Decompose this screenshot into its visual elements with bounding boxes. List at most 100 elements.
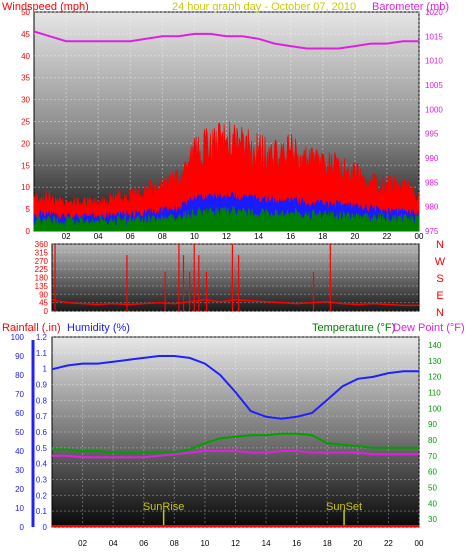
temperature-tick-label: 70 xyxy=(428,452,437,461)
temperature-tick-label: 30 xyxy=(428,515,437,524)
rainfall-tick-label: 0.4 xyxy=(36,460,48,469)
temperature-tick-label: 140 xyxy=(428,341,442,350)
barometer-tick-label: 975 xyxy=(425,227,439,236)
temperature-tick-label: 50 xyxy=(428,483,437,492)
humidity-tick-label: 60 xyxy=(15,409,24,418)
x-tick-label: 06 xyxy=(126,232,135,241)
x-tick-label: 08 xyxy=(158,232,167,241)
x-tick-label: 16 xyxy=(286,232,295,241)
rainfall-axis: 0 0.1 0.2 0.3 0.4 0.5 0.6 0.7 0.8 0.9 1 1.1 1.2 xyxy=(36,333,48,532)
temperature-tick-label: 130 xyxy=(428,357,442,366)
x-tick-label: 10 xyxy=(190,232,199,241)
series-humidity-line xyxy=(51,355,419,420)
x-tick-label: 14 xyxy=(254,232,263,241)
barometer-title: Barometer (mb) xyxy=(372,1,449,13)
direction-tick-label: 180 xyxy=(35,274,49,283)
sun-marker-label: SunSet xyxy=(326,501,362,513)
x-tick-label: 06 xyxy=(139,539,148,548)
humidity-tick-label: 70 xyxy=(15,390,24,399)
series-temperature-line xyxy=(52,432,419,454)
rainfall-tick-label: 1.1 xyxy=(36,349,48,358)
rainfall-title: Rainfall (.in) xyxy=(2,322,61,334)
x-tick-label: 04 xyxy=(109,539,118,548)
windspeed-title: Windspeed (mph) xyxy=(2,1,89,13)
temperature-tick-label: 120 xyxy=(428,373,442,382)
rainfall-tick-label: 0 xyxy=(43,523,48,532)
sun-marker-label: SunRise xyxy=(143,501,185,513)
temp-panel-background xyxy=(51,336,420,528)
x-tick-label: 16 xyxy=(292,539,301,548)
rainfall-tick-label: 1 xyxy=(43,365,48,374)
series-wind-direction-line xyxy=(51,299,419,307)
x-tick-label: 20 xyxy=(353,539,362,548)
rainfall-tick-label: 1.2 xyxy=(36,333,48,342)
barometer-tick-label: 1015 xyxy=(425,32,443,41)
rainfall-tick-label: 0.9 xyxy=(36,381,48,390)
rainfall-tick-label: 0.7 xyxy=(36,412,48,421)
temperature-tick-label: 90 xyxy=(428,420,437,429)
direction-tick-label: 225 xyxy=(35,265,49,274)
rainfall-tick-label: 0.3 xyxy=(36,476,48,485)
temperature-tick-label: 100 xyxy=(428,404,442,413)
x-tick-label: 12 xyxy=(222,232,231,241)
humidity-tick-label: 20 xyxy=(15,485,24,494)
windspeed-tick-label: 10 xyxy=(21,183,30,192)
humidity-tick-label: 10 xyxy=(15,504,24,513)
x-tick-label: 18 xyxy=(323,539,332,548)
series-barometer-line xyxy=(33,30,419,50)
rainfall-tick-label: 0.5 xyxy=(36,444,48,453)
x-tick-label: 02 xyxy=(78,539,87,548)
x-tick-label: 22 xyxy=(382,232,391,241)
direction-tick-label: 270 xyxy=(35,257,49,266)
direction-tick-label: 0 xyxy=(44,307,49,316)
barometer-tick-label: 1020 xyxy=(425,8,443,17)
wind-panel-x-axis: 02 04 06 08 10 12 14 16 18 20 22 00 xyxy=(62,232,424,241)
windspeed-tick-label: 5 xyxy=(26,205,31,214)
windspeed-tick-label: 30 xyxy=(21,96,30,105)
x-tick-label: 20 xyxy=(350,232,359,241)
dewpoint-title: Dew Point (°F) xyxy=(393,322,465,334)
windspeed-tick-label: 45 xyxy=(21,30,30,39)
rainfall-tick-label: 0.1 xyxy=(36,507,48,516)
windspeed-tick-label: 15 xyxy=(21,161,30,170)
compass-label: S xyxy=(436,273,443,285)
rainfall-tick-label: 0.8 xyxy=(36,396,48,405)
barometer-tick-label: 980 xyxy=(425,203,439,212)
windspeed-tick-label: 0 xyxy=(26,227,31,236)
windspeed-tick-label: 25 xyxy=(21,118,30,127)
temperature-tick-label: 60 xyxy=(428,468,437,477)
compass-label: N xyxy=(436,307,444,319)
series-windspeed-line xyxy=(34,160,420,210)
windspeed-tick-label: 50 xyxy=(21,8,30,17)
direction-tick-label: 135 xyxy=(35,282,49,291)
humidity-axis: 0 10 20 30 40 50 60 70 80 90 100 xyxy=(11,333,25,532)
temperature-title: Temperature (°F) xyxy=(312,322,395,334)
direction-tick-label: 360 xyxy=(35,240,49,249)
barometer-axis: 975 980 985 990 995 1000 1005 1010 1015 1020 xyxy=(425,8,443,236)
sun-markers: SunRise SunSet xyxy=(143,501,362,527)
humidity-tick-label: 30 xyxy=(15,466,24,475)
barometer-tick-label: 1000 xyxy=(425,105,443,114)
temperature-tick-label: 40 xyxy=(428,499,437,508)
direction-panel-background xyxy=(51,243,420,312)
humidity-tick-label: 0 xyxy=(20,523,25,532)
humidity-tick-label: 100 xyxy=(11,333,25,342)
x-tick-label: 00 xyxy=(415,539,424,548)
rainfall-tick-label: 0.2 xyxy=(36,491,48,500)
temp-panel-x-axis: 02 04 06 08 10 12 14 16 18 20 22 00 xyxy=(78,539,424,548)
compass-label: E xyxy=(436,290,443,302)
compass-label: W xyxy=(435,256,446,268)
wind-gust-band xyxy=(33,121,420,232)
humidity-title: Humidity (%) xyxy=(67,322,130,334)
direction-panel-grid xyxy=(52,243,419,312)
x-tick-label: 14 xyxy=(262,539,271,548)
barometer-tick-label: 1010 xyxy=(425,57,443,66)
temp-panel-grid xyxy=(52,336,420,528)
x-tick-label: 10 xyxy=(200,539,209,548)
temperature-axis: 30 40 50 60 70 80 90 100 110 120 130 140 xyxy=(428,341,442,524)
humidity-tick-label: 90 xyxy=(15,352,24,361)
